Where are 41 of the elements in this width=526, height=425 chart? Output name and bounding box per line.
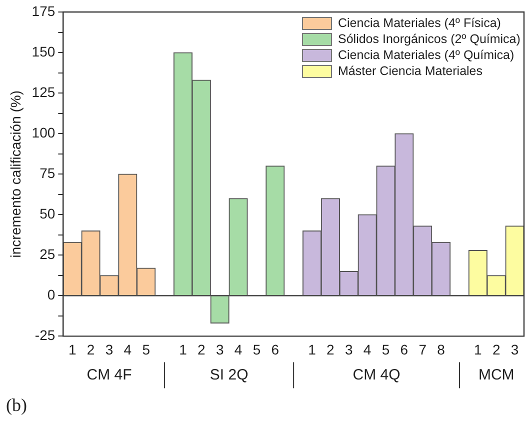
x-tick-label: 2 xyxy=(326,341,335,358)
x-tick-label: 5 xyxy=(142,341,150,358)
legend-label: Ciencia Materiales (4º Física) xyxy=(338,15,501,31)
legend-label: Sólidos Inorgánicos (2º Química) xyxy=(338,31,520,47)
x-tick-label: 7 xyxy=(418,341,427,358)
x-tick-label: 8 xyxy=(437,341,446,358)
x-tick-label: 3 xyxy=(105,341,114,358)
x-tick-label: 1 xyxy=(179,341,188,358)
text: MCM xyxy=(478,366,514,384)
x-tick-label: 2 xyxy=(198,341,206,358)
y-tick-label: 175 xyxy=(32,2,56,19)
x-tick-label: 5 xyxy=(252,341,261,358)
x-tick-label: 3 xyxy=(344,341,353,358)
x-tick-label: 6 xyxy=(400,341,408,358)
x-tick-label: 5 xyxy=(382,341,390,358)
y-tick-label: 0 xyxy=(47,286,56,303)
text: SI 2Q xyxy=(210,366,248,384)
x-tick-label: 2 xyxy=(492,341,500,358)
x-tick-label: 2 xyxy=(86,341,95,358)
text: CM 4F xyxy=(86,366,132,384)
y-axis-title: incremento calificación (%) xyxy=(7,90,24,258)
legend-label: Máster Ciencia Materiales xyxy=(338,63,482,79)
y-tick-label: 75 xyxy=(40,164,56,181)
x-tick-label: 4 xyxy=(234,341,242,358)
x-tick-label: 4 xyxy=(124,341,132,358)
y-tick-label: 50 xyxy=(40,205,56,222)
x-tick-label: 1 xyxy=(68,341,76,358)
x-tick-label: 6 xyxy=(271,341,280,358)
y-tick-label: -25 xyxy=(34,327,56,344)
x-tick-label: 3 xyxy=(510,341,519,358)
x-tick-label: 3 xyxy=(216,341,224,358)
x-tick-label: 1 xyxy=(308,341,316,358)
y-tick-label: 125 xyxy=(32,84,56,100)
y-tick-label: 150 xyxy=(32,43,56,60)
x-tick-label: 4 xyxy=(363,341,372,358)
y-tick-label: 100 xyxy=(32,124,56,140)
text: (b) xyxy=(6,394,27,415)
legend-label: Ciencia Materiales (4º Química) xyxy=(338,47,514,63)
x-tick-label: 1 xyxy=(474,341,482,358)
y-tick-label: 25 xyxy=(40,246,56,262)
text: CM 4Q xyxy=(352,366,400,384)
